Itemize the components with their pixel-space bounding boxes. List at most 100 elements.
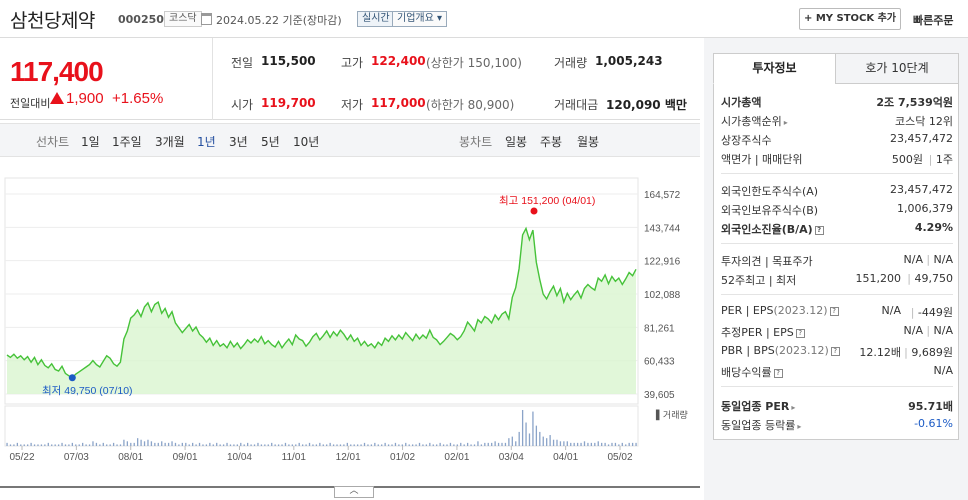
volume-bar [487,442,489,446]
volume-bar [27,444,29,446]
low-value: 117,000 [371,96,426,110]
y-tick-label: 60,433 [644,357,675,368]
help-icon[interactable]: ? [830,347,840,356]
change-amount: 1,900 [66,90,104,107]
max-point-marker [530,207,538,215]
week52-label: 52주최고 | 최저 [721,274,797,287]
low-label: 저가 [341,98,364,112]
help-icon[interactable]: ? [773,369,783,378]
volume-bar [625,444,627,446]
volume-bar [460,442,462,446]
volume-bar [253,444,256,446]
separator: | [910,306,918,319]
foreign-limit-row: 외국인한도주식수(A) 23,457,472 [721,183,953,201]
separator: | [926,324,934,337]
line-chart-label: 선차트 [36,135,70,149]
volume-bar [477,441,479,446]
volume-bar [566,441,568,446]
x-tick-label: 12/01 [336,452,361,463]
price-chart-svg: 164,572 143,744 122,916 102,088 81,261 60,433… [4,177,688,463]
price-chart[interactable]: 164,572 143,744 122,916 102,088 81,261 60,433… [0,158,700,498]
y-tick-label: 39,605 [644,390,675,401]
up-triangle-icon [50,92,64,104]
separator: | [907,272,915,285]
x-tick-label: 09/01 [173,452,198,463]
help-icon[interactable]: ? [795,329,805,338]
volume-bar [37,444,39,446]
volume-bar [635,442,637,446]
pbr-label: PBR | BPS [721,344,775,357]
listed-shares-label: 상장주식수 [721,134,772,147]
tab-investment-info[interactable]: 투자정보 [713,53,836,84]
volume-bar [85,444,87,446]
tab-orderbook[interactable]: 호가 10단계 [835,53,959,84]
change-label: 전일대비 [10,97,51,110]
separator: | [928,153,936,166]
volume-bar [250,444,252,446]
volume-bar [408,444,410,446]
sector-change-row[interactable]: 동일업종 등락률 ▸ -0.61% [721,417,953,435]
market-cap-rank-row[interactable]: 시가총액순위 ▸ 코스닥 12위 [721,113,953,131]
volume-bar [195,444,197,446]
volume-bar [542,436,544,446]
volume-bar [178,444,180,446]
week52-low: | 49,750 [907,272,953,285]
high-label: 고가 [341,56,364,70]
tab-daily[interactable]: 일봉 [505,135,528,149]
volume-bar [71,442,74,446]
volume-bar [439,442,441,446]
amount-label: 거래대금 [554,98,599,112]
tab-5y[interactable]: 5년 [261,135,280,149]
volume-bar [171,441,173,446]
volume-bar [78,444,80,446]
volume-bar [198,442,201,446]
volume-bar [281,444,283,446]
volume-bar [405,442,407,446]
tab-1y[interactable]: 1년 [197,135,216,149]
volume-bar [573,442,575,446]
volume-bar [209,442,211,446]
volume-bar [154,442,156,446]
volume-bar [521,410,524,446]
help-icon[interactable]: ? [829,307,839,316]
realtime-button[interactable]: 실시간 [357,11,395,27]
volume-bar [9,444,12,446]
volume-bar [587,442,589,446]
tab-monthly[interactable]: 월봉 [577,135,600,149]
volume-label: 거래량 [554,56,588,70]
est-eps-value: N/A [933,324,953,337]
volume-bar [546,438,548,446]
tab-3m[interactable]: 3개월 [155,135,185,149]
sector-per-row[interactable]: 동일업종 PER ▸ 95.71배 [721,398,953,416]
chevron-right-icon: ▸ [797,422,802,431]
volume-bar [319,442,321,446]
x-tick-label: 10/04 [227,452,252,463]
volume-bar [322,444,324,446]
est-per-label: 추정PER | EPS [721,326,794,339]
volume-bar [329,442,331,446]
company-overview-dropdown[interactable]: 기업개요 ▾ [392,11,447,27]
volume-bar [604,442,606,446]
collapse-chart-button[interactable]: ︿ [334,486,374,498]
tab-weekly[interactable]: 주봉 [540,135,563,149]
tab-1d[interactable]: 1일 [81,135,100,149]
chevron-right-icon: ▸ [783,118,788,127]
volume-bar [64,444,67,446]
dividend-label: 배당수익률 [721,366,772,379]
y-tick-label: 81,261 [644,323,675,334]
volume-bar [116,444,118,446]
add-my-stock-button[interactable]: + MY STOCK 추가 [799,8,901,30]
est-eps: | N/A [926,324,953,337]
quick-order-button[interactable]: 빠른주문 [913,14,954,27]
volume-bar [511,436,513,446]
est-per-value: N/A [903,324,923,337]
volume-bar [508,438,510,446]
volume-bar [336,444,338,446]
trade-unit-value: 1주 [935,153,953,166]
x-tick-label: 05/22 [9,452,34,463]
calendar-icon [201,13,212,25]
tab-10y[interactable]: 10년 [293,135,320,149]
tab-3y[interactable]: 3년 [229,135,248,149]
tab-1w[interactable]: 1주일 [112,135,142,149]
help-icon[interactable]: ? [814,226,824,235]
